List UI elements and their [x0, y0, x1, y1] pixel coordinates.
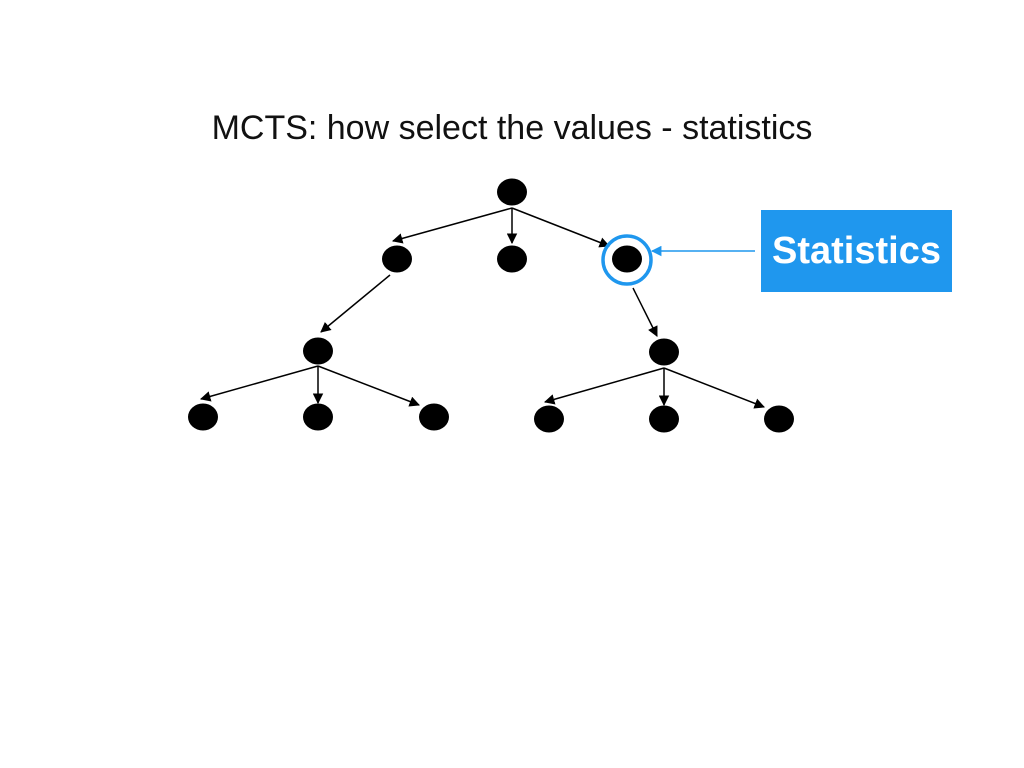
highlight-ring — [601, 234, 653, 286]
edge-l1-right-to-l2-right — [632, 287, 658, 337]
tree-node-l3-2 — [303, 403, 333, 431]
tree-node-root — [497, 178, 527, 206]
edge-l2-left-to-l3-1 — [199, 365, 319, 402]
edge-l2-right-to-l3-4 — [543, 367, 665, 405]
slide-title: MCTS: how select the values - statistics — [211, 109, 813, 147]
tree-node-l3-5 — [649, 405, 679, 433]
edge-l2-left-to-l3-3 — [317, 365, 420, 407]
edge-root-to-l1-right — [511, 207, 610, 248]
tree-node-l1-left — [382, 245, 412, 273]
tree-node-l2-left — [303, 337, 333, 365]
edge-l1-left-to-l2-left — [320, 274, 391, 333]
edge-root-to-l1-left — [391, 207, 513, 244]
edge-l2-right-to-l3-6 — [663, 367, 765, 409]
statistics-callout: Statistics — [761, 210, 952, 292]
tree-node-l2-right — [649, 338, 679, 366]
tree-node-l3-6 — [764, 405, 794, 433]
tree-node-l3-3 — [419, 403, 449, 431]
callout-label: Statistics — [772, 229, 941, 272]
tree-node-l3-4 — [534, 405, 564, 433]
tree-node-l1-middle — [497, 245, 527, 273]
tree-node-l1-right — [612, 245, 642, 273]
tree-node-l3-1 — [188, 403, 218, 431]
